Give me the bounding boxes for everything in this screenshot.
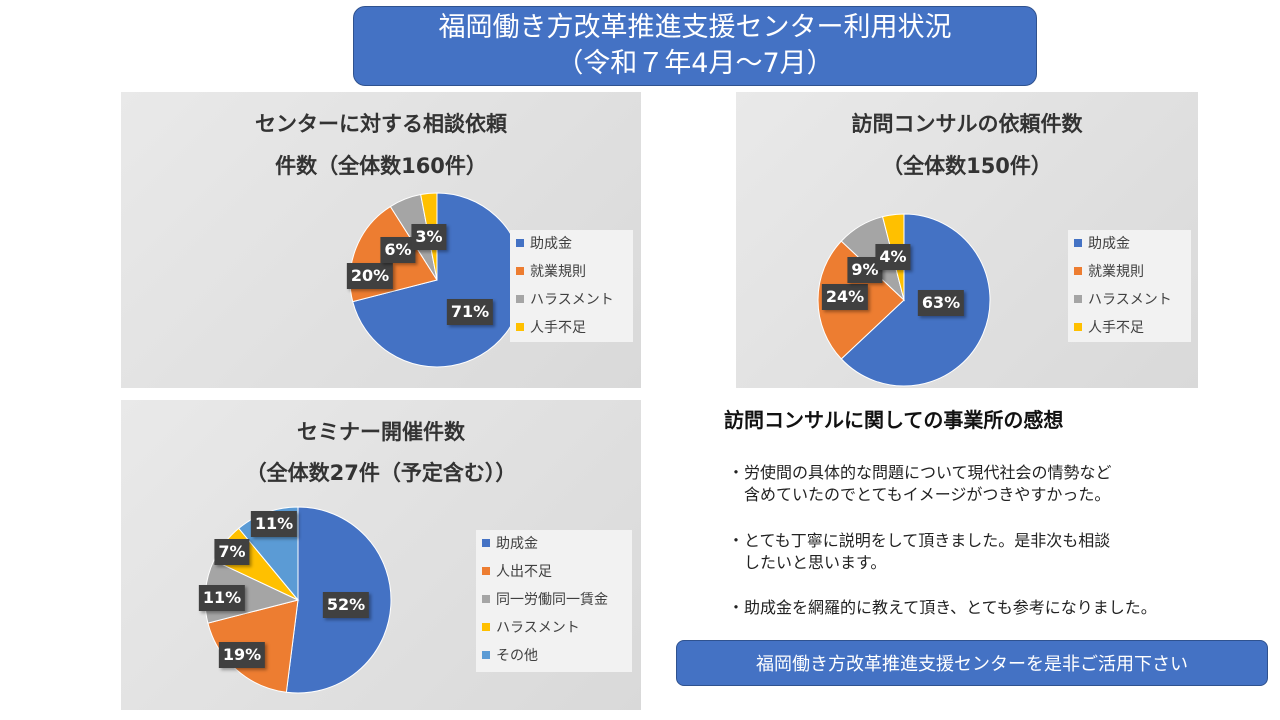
data-label: 19% [218, 642, 266, 668]
legend-label: ハラスメント [530, 292, 614, 308]
visit-consult-chart-panel: 訪問コンサルの依頼件数 （全体数150件） 助成金 就業規則 ハラスメント 人手不足 … [736, 92, 1198, 388]
legend-item: ハラスメント [516, 289, 614, 309]
feedback-comment: ・とても丁寧に説明をして頂きました。是非次も相談 したいと思います。 [728, 531, 1111, 572]
legend-swatch [482, 623, 490, 631]
chart-legend: 助成金就業規則ハラスメント 人手不足 [1068, 230, 1191, 342]
legend-swatch [1074, 295, 1082, 303]
legend-item: 助成金 [482, 533, 538, 553]
feedback-comment: ・助成金を網羅的に教えて頂き、とても参考になりました。 [728, 598, 1157, 617]
legend-swatch [516, 295, 524, 303]
chart-legend: 助成金人出不足同一労働同一賃金 ハラスメント その他 [476, 530, 632, 672]
legend-swatch [1074, 323, 1082, 331]
chart-title-line2: （全体数150件） [882, 154, 1052, 178]
chart-title-line1: 訪問コンサルの依頼件数 [851, 112, 1083, 136]
legend-label: 助成金 [1088, 236, 1130, 252]
page-title-line1: 福岡働き方改革推進支援センター利用状況 [438, 12, 952, 43]
data-label: 24% [821, 284, 869, 310]
legend-label: 助成金 [530, 236, 572, 252]
pie-slice-1 [840, 213, 991, 387]
legend-item: 人手不足 [516, 317, 586, 337]
legend-item: 助成金 [1074, 233, 1130, 253]
legend-label: 人手不足 [1088, 320, 1144, 336]
chart-legend: 助成金就業規則ハラスメント 人手不足 [510, 230, 633, 342]
data-label: 63% [917, 290, 965, 316]
legend-label: 人手不足 [530, 320, 586, 336]
data-label: 11% [198, 585, 246, 611]
chart-title-line1: センターに対する相談依頼 [255, 112, 507, 136]
legend-item: その他 [482, 645, 538, 665]
data-label: 4% [875, 244, 911, 270]
legend-swatch [516, 323, 524, 331]
feedback-heading: 訪問コンサルに関しての事業所の感想 [724, 408, 1064, 432]
legend-swatch [1074, 239, 1082, 247]
legend-swatch [482, 539, 490, 547]
legend-item: 人出不足 [482, 561, 552, 581]
feedback-comment: ・労使間の具体的な問題について現代社会の情勢など 含めていたのでとてもイメージが… [728, 463, 1112, 504]
chart-title-line2: 件数（全体数160件） [275, 154, 487, 178]
legend-item: ハラスメント [482, 617, 580, 637]
legend-label: 就業規則 [530, 264, 586, 280]
legend-label: ハラスメント [496, 620, 580, 636]
legend-swatch [482, 651, 490, 659]
legend-item: 就業規則 [516, 261, 586, 281]
legend-item: 同一労働同一賃金 [482, 589, 608, 609]
legend-label: 同一労働同一賃金 [496, 592, 608, 608]
legend-swatch [482, 595, 490, 603]
legend-swatch [516, 239, 524, 247]
data-label: 11% [250, 511, 298, 537]
data-label: 71% [446, 299, 494, 325]
data-label: 52% [322, 592, 370, 618]
chart-title-line2: （全体数27件（予定含む）） [245, 461, 517, 485]
legend-label: 人出不足 [496, 564, 552, 580]
legend-swatch [482, 567, 490, 575]
data-label: 9% [847, 257, 883, 283]
cta-banner: 福岡働き方改革推進支援センターを是非ご活用下さい [676, 640, 1268, 686]
legend-label: ハラスメント [1088, 292, 1172, 308]
page-title-line2: （令和７年4月～7月） [556, 48, 834, 79]
legend-swatch [1074, 267, 1082, 275]
chart-title-line1: セミナー開催件数 [297, 420, 465, 444]
legend-item: 人手不足 [1074, 317, 1144, 337]
legend-item: 助成金 [516, 233, 572, 253]
legend-label: 助成金 [496, 536, 538, 552]
seminar-chart-panel: セミナー開催件数 （全体数27件（予定含む）） 助成金人出不足同一労働同一賃金ハ… [121, 400, 641, 710]
data-label: 7% [214, 539, 250, 565]
data-label: 3% [411, 224, 447, 250]
data-label: 6% [380, 237, 416, 263]
legend-label: その他 [496, 648, 538, 664]
legend-item: ハラスメント [1074, 289, 1172, 309]
legend-item: 就業規則 [1074, 261, 1144, 281]
consultation-chart-panel: センターに対する相談依頼 件数（全体数160件） 助成金就業規則ハラスメント 人手… [121, 92, 641, 388]
data-label: 20% [346, 263, 394, 289]
legend-swatch [516, 267, 524, 275]
page-title: 福岡働き方改革推進支援センター利用状況 （令和７年4月～7月） [353, 6, 1037, 86]
legend-label: 就業規則 [1088, 264, 1144, 280]
